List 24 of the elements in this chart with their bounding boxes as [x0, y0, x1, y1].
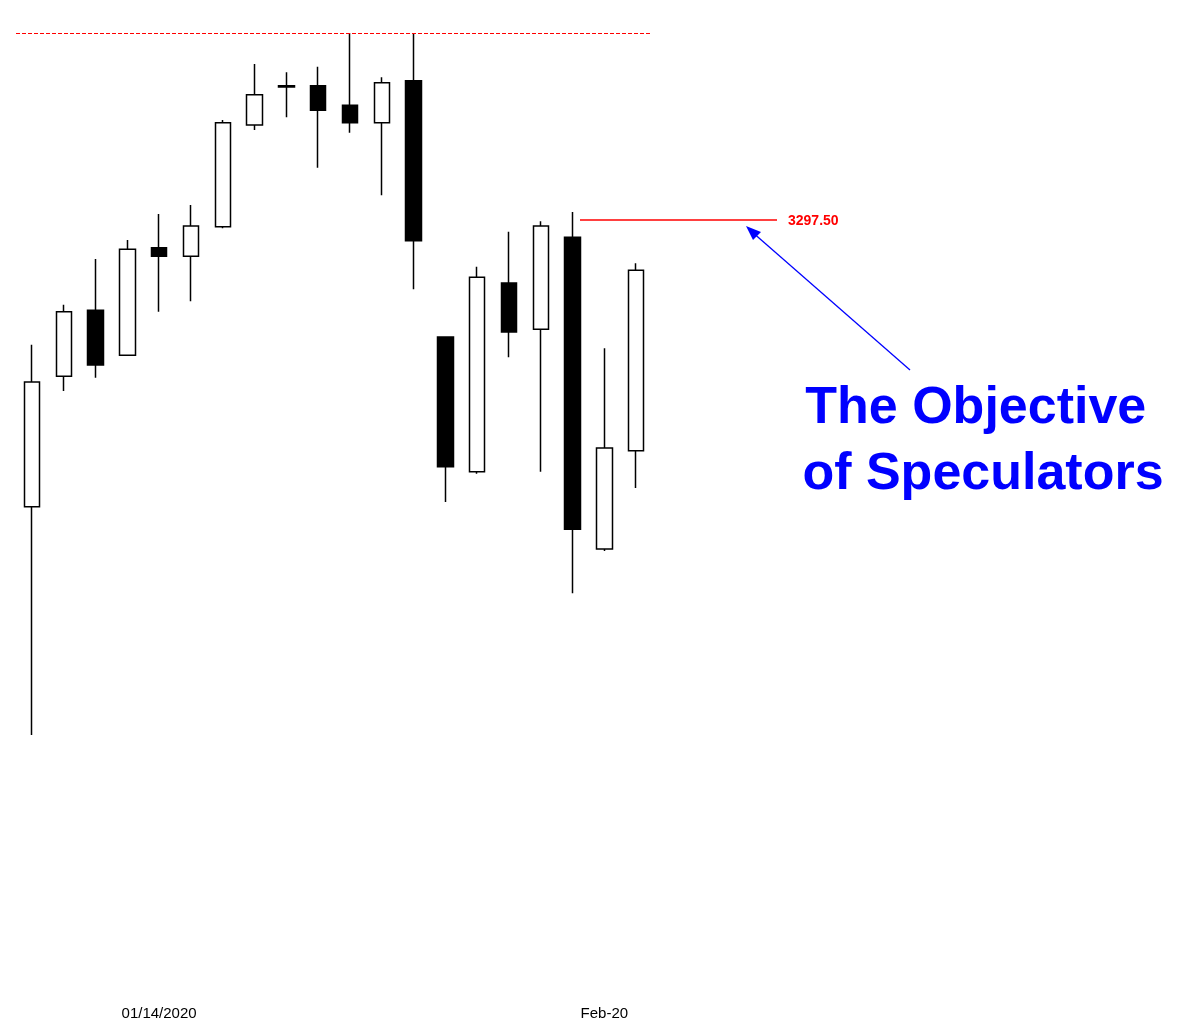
x-tick-label: 01/14/2020 — [121, 1004, 197, 1021]
candlestick — [436, 336, 455, 503]
candlestick — [118, 239, 137, 357]
candlestick — [150, 213, 168, 313]
candlestick — [245, 63, 264, 131]
text: The Objective of Speculators — [802, 376, 1164, 500]
candlestick — [55, 303, 73, 392]
candlestick — [277, 71, 296, 118]
candlestick — [341, 32, 359, 134]
candlestick — [86, 258, 105, 379]
candlestick — [182, 204, 200, 302]
candlestick — [309, 65, 327, 169]
candlestick — [627, 262, 645, 489]
text: 3297.50 — [788, 212, 839, 228]
candlestick — [563, 211, 582, 594]
candlestick — [595, 347, 614, 552]
candlestick — [500, 230, 518, 359]
candlestick — [532, 220, 550, 473]
x-tick-label: Feb-20 — [580, 1004, 629, 1021]
candlestick — [373, 76, 391, 196]
candlestick — [468, 266, 486, 475]
candlestick — [23, 343, 41, 736]
candlestick — [404, 32, 423, 290]
candlestick — [214, 119, 232, 229]
